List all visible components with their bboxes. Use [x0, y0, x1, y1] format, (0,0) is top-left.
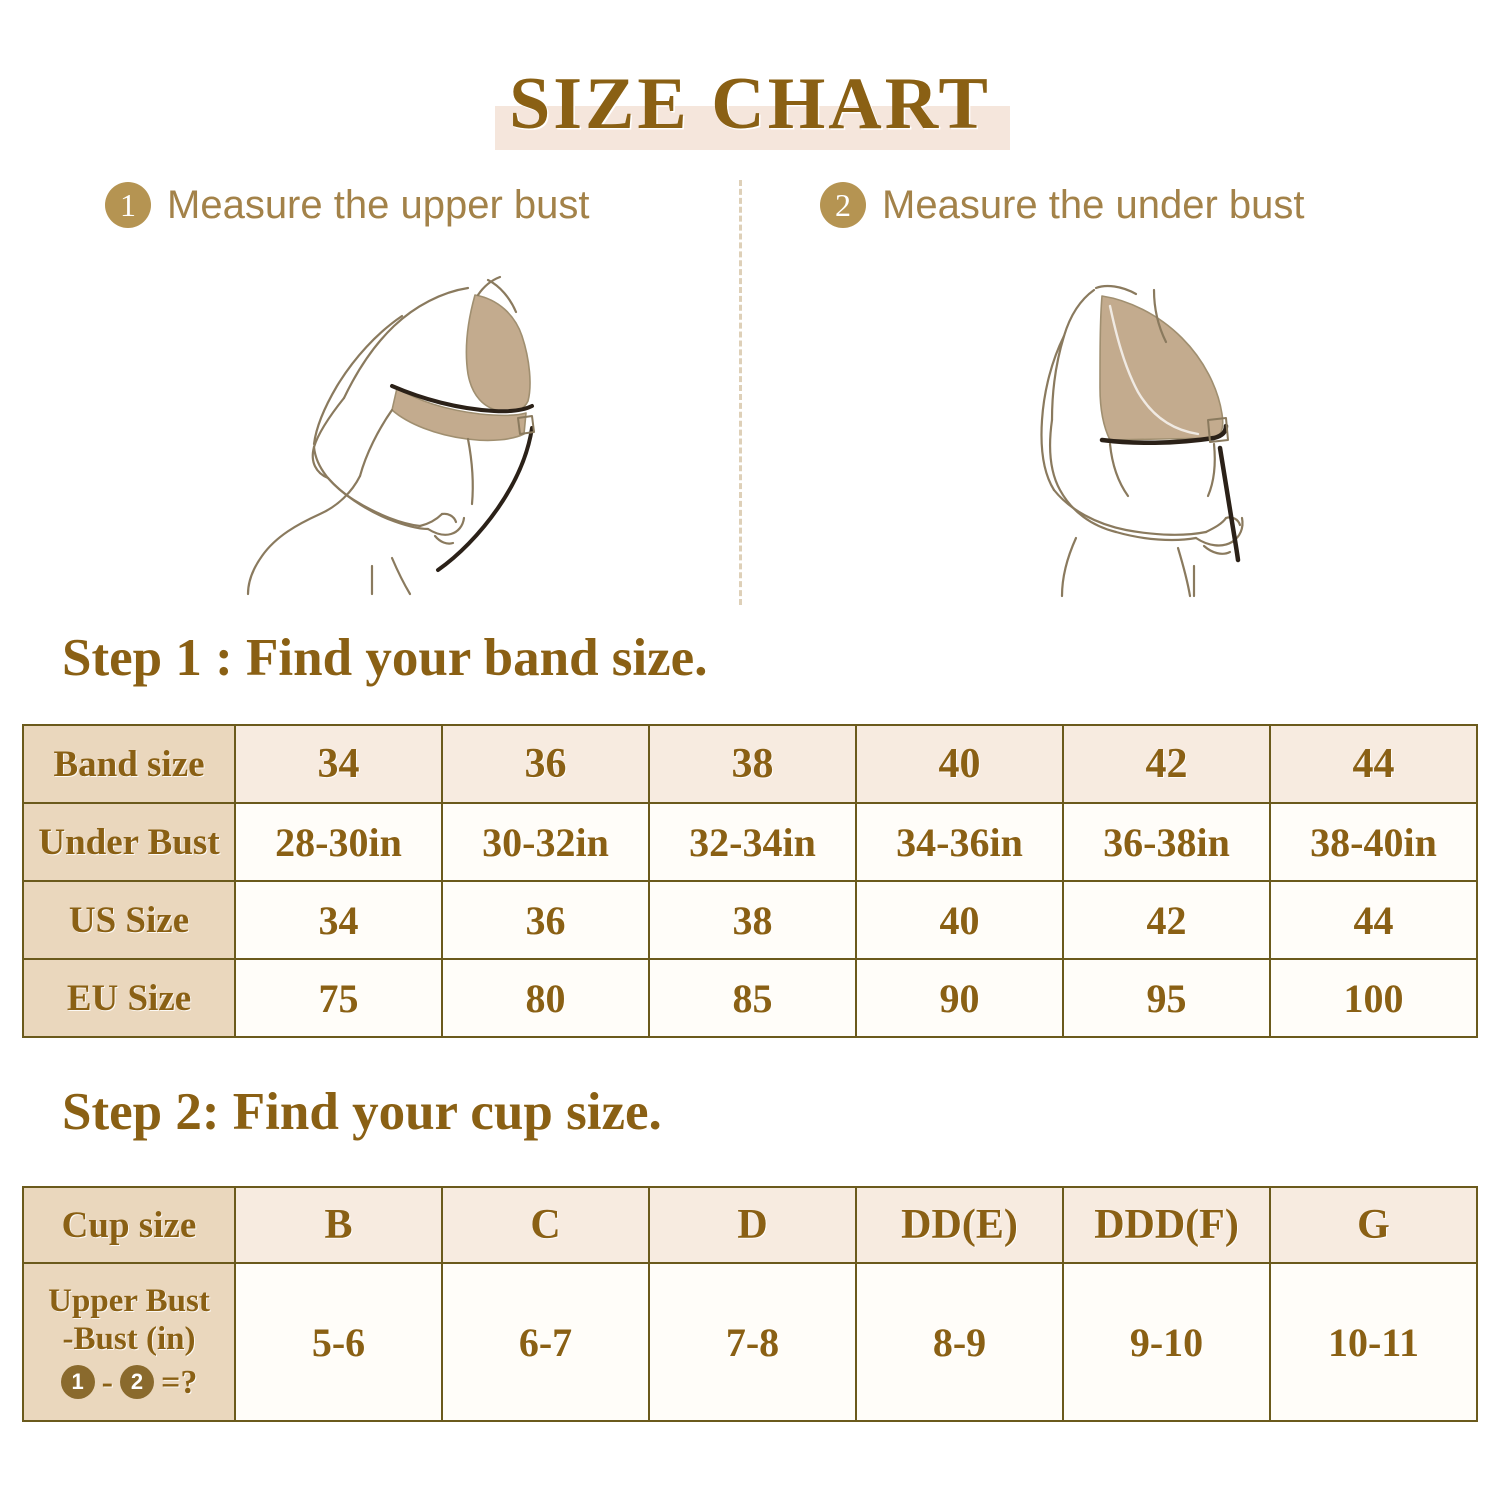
formula-line-2: -Bust (in)	[62, 1321, 196, 1358]
under-bust-measurement-figure	[1018, 268, 1328, 603]
row-header-eu-size: EU Size	[22, 958, 236, 1038]
formula-equation: 1 - 2 =?	[24, 1363, 234, 1402]
cell-under-bust-5: 38-40in	[1269, 802, 1478, 882]
measure-step-2-label: Measure the under bust	[882, 182, 1305, 227]
table-row-under-bust: Under Bust 28-30in 30-32in 32-34in 34-36…	[22, 802, 1478, 882]
cell-eu-size-4: 95	[1062, 958, 1271, 1038]
cell-band-size-3: 40	[855, 724, 1064, 804]
cell-cup-size-3: DD(E)	[855, 1186, 1064, 1264]
cell-us-size-4: 42	[1062, 880, 1271, 960]
formula-equals: =?	[160, 1363, 198, 1401]
vertical-dashed-divider	[739, 180, 742, 605]
row-header-upper-bust-formula: Upper Bust -Bust (in) 1 - 2 =?	[22, 1262, 236, 1422]
cell-us-size-2: 38	[648, 880, 857, 960]
measure-step-1: 1 Measure the upper bust	[105, 182, 589, 228]
cell-cup-size-1: C	[441, 1186, 650, 1264]
cell-eu-size-5: 100	[1269, 958, 1478, 1038]
cell-eu-size-3: 90	[855, 958, 1064, 1038]
step-number-1-badge: 1	[105, 182, 151, 228]
cell-cup-size-2: D	[648, 1186, 857, 1264]
upper-bust-illustration-svg	[246, 275, 535, 596]
cell-band-size-4: 42	[1062, 724, 1271, 804]
cell-us-size-1: 36	[441, 880, 650, 960]
cell-upper-bust-diff-4: 9-10	[1062, 1262, 1271, 1422]
cell-us-size-0: 34	[234, 880, 443, 960]
step-number-2-badge: 2	[820, 182, 866, 228]
cell-eu-size-2: 85	[648, 958, 857, 1038]
cell-under-bust-3: 34-36in	[855, 802, 1064, 882]
cell-upper-bust-diff-1: 6-7	[441, 1262, 650, 1422]
cell-upper-bust-diff-2: 7-8	[648, 1262, 857, 1422]
cell-upper-bust-diff-0: 5-6	[234, 1262, 443, 1422]
measure-steps-row: 1 Measure the upper bust 2 Measure the u…	[0, 182, 1500, 252]
row-header-cup-size: Cup size	[22, 1186, 236, 1264]
table-row-cup-size: Cup size B C D DD(E) DDD(F) G	[22, 1186, 1478, 1264]
measuring-tape-upper	[390, 384, 534, 414]
cell-under-bust-0: 28-30in	[234, 802, 443, 882]
row-header-under-bust: Under Bust	[22, 802, 236, 882]
table-row-eu-size: EU Size 75 80 85 90 95 100	[22, 958, 1478, 1038]
cell-cup-size-0: B	[234, 1186, 443, 1264]
bra-cup-shape	[465, 294, 531, 413]
measuring-tape-tail	[436, 426, 534, 572]
measure-step-2: 2 Measure the under bust	[820, 182, 1304, 228]
cell-band-size-2: 38	[648, 724, 857, 804]
measure-step-1-label: Measure the upper bust	[167, 182, 590, 227]
measuring-tape-tail	[1217, 445, 1241, 563]
under-bust-illustration-svg	[1040, 284, 1244, 598]
cell-eu-size-0: 75	[234, 958, 443, 1038]
table-row-upper-bust-difference: Upper Bust -Bust (in) 1 - 2 =? 5-6 6-7 7…	[22, 1262, 1478, 1422]
cell-cup-size-4: DDD(F)	[1062, 1186, 1271, 1264]
step1-heading: Step 1 : Find your band size.	[62, 629, 708, 687]
formula-badge-1: 1	[60, 1365, 95, 1400]
band-size-table: Band size 34 36 38 40 42 44 Under Bust 2…	[22, 724, 1478, 1038]
cell-upper-bust-diff-3: 8-9	[855, 1262, 1064, 1422]
step2-heading: Step 2: Find your cup size.	[62, 1083, 662, 1141]
row-header-us-size: US Size	[22, 880, 236, 960]
table-row-band-size: Band size 34 36 38 40 42 44	[22, 724, 1478, 804]
table-row-us-size: US Size 34 36 38 40 42 44	[22, 880, 1478, 960]
cup-size-table: Cup size B C D DD(E) DDD(F) G Upper Bust…	[22, 1186, 1478, 1422]
cell-band-size-1: 36	[441, 724, 650, 804]
bra-shape	[1099, 295, 1224, 441]
cell-upper-bust-diff-5: 10-11	[1269, 1262, 1478, 1422]
formula-line-1: Upper Bust	[48, 1283, 210, 1320]
page-title: SIZE CHART	[509, 63, 991, 145]
cell-band-size-0: 34	[234, 724, 443, 804]
cell-under-bust-2: 32-34in	[648, 802, 857, 882]
measuring-tape-under	[1099, 423, 1229, 446]
upper-bust-measurement-figure	[232, 268, 562, 603]
cell-band-size-5: 44	[1269, 724, 1478, 804]
cell-eu-size-1: 80	[441, 958, 650, 1038]
cell-us-size-5: 44	[1269, 880, 1478, 960]
cell-cup-size-5: G	[1269, 1186, 1478, 1264]
page-title-wrap: SIZE CHART	[0, 58, 1500, 154]
formula-badge-2: 2	[119, 1365, 154, 1400]
title-highlight-bar	[495, 106, 1010, 150]
formula-operator: -	[101, 1363, 113, 1401]
cell-under-bust-1: 30-32in	[441, 802, 650, 882]
row-header-band-size: Band size	[22, 724, 236, 804]
cell-under-bust-4: 36-38in	[1062, 802, 1271, 882]
cell-us-size-3: 40	[855, 880, 1064, 960]
